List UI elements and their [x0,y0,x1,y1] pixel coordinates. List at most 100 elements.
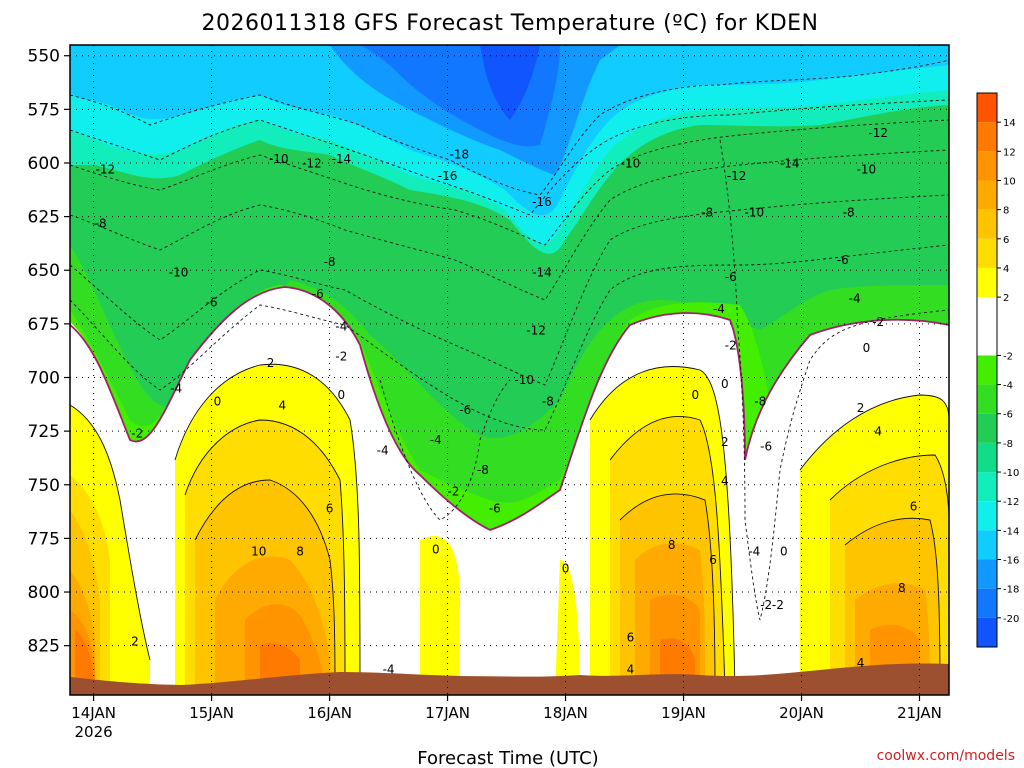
contour-label: -8 [95,216,107,230]
colorbar-swatch [977,151,997,181]
colorbar-label: -12 [1003,497,1019,508]
contour-label: 4 [627,663,635,677]
x-tick-sublabel: 2026 [75,723,113,741]
colorbar-label: -18 [1003,585,1019,596]
dashed-contours [70,59,949,621]
colorbar-swatch [977,209,997,239]
contour-label: -2 [335,349,347,363]
contour-label: -8 [701,206,713,220]
colorbar: 14 12 10 8 6 4 2 -2 -4 -6 -8 -10 -12 -14 -16 -18 -20 [976,92,1019,648]
contour-label: -12 [727,169,747,183]
contour-label: -4 [170,382,182,396]
contour-label: 2 [267,356,275,370]
y-tick-label: 775 [28,529,60,549]
contour-label: -8 [843,206,855,220]
contour-label: -6 [312,287,324,301]
colorbar-label: 10 [1003,176,1016,187]
plot-frame [69,44,950,696]
colorbar-label: 6 [1003,235,1009,246]
colorbar-label: -2 [1003,351,1013,362]
colorbar-swatch [977,180,997,210]
colorbar-swatch [977,413,997,443]
ground-surface [70,663,949,695]
contour-label: 8 [296,545,304,559]
contour-label: -4 [748,545,760,559]
colorbar-swatch [977,384,997,414]
y-tick-label: 675 [28,315,60,335]
colorbar-swatch [977,238,997,268]
x-tick-label: 18JAN [543,704,588,722]
contour-label: -2 [725,339,737,353]
contour-label: -12 [526,324,546,338]
colorbar-label: -16 [1003,556,1019,567]
contour-label: -4 [377,444,389,458]
colorbar-label: -14 [1003,526,1019,537]
colorbar-label: 12 [1003,147,1016,158]
contour-label: -12 [302,156,322,170]
contour-label: -4 [383,663,395,677]
y-tick-label: 725 [28,422,60,442]
contour-label: 0 [692,388,700,402]
colorbar-label: -6 [1003,410,1013,421]
contour-label: -8 [477,463,489,477]
y-tick-label: 700 [28,369,60,389]
y-tick-label: 800 [28,583,60,603]
y-tick-label: 575 [28,100,60,120]
y-tick-label: 750 [28,476,60,496]
contour-label: 6 [709,553,717,567]
contour-label: -8 [754,394,766,408]
colorbar-swatch [977,93,997,123]
contour-label: 0 [338,388,346,402]
grid-lines [70,45,949,695]
credit-text: coolwx.com/models [877,748,1015,764]
contour-label: -4 [430,433,442,447]
colorbar-label: 2 [1003,293,1009,304]
contour-label: -14 [532,266,552,280]
contour-label: -6 [725,270,737,284]
y-tick-label: 550 [28,47,60,67]
contour-label: -4 [335,319,347,333]
colorbar-swatch [977,355,997,385]
x-tick-label: 19JAN [661,704,706,722]
colorbar-swatch [977,588,997,618]
x-tick-label: 21JAN [897,704,942,722]
contour-label: 2 [721,435,729,449]
contour-label: 4 [857,656,865,670]
contour-label: -4 [849,291,861,305]
contour-label: -4 [713,302,725,316]
x-tick-label: 16JAN [307,704,352,722]
y-tick-label: 650 [28,261,60,281]
contour-label: -10 [269,152,289,166]
contour-label: -12 [96,163,116,177]
y-tick-label: 825 [28,637,60,657]
contour-label: 10 [251,545,266,559]
contour-label: 6 [326,502,334,516]
colorbar-label: 4 [1003,264,1009,275]
colorbar-frame [976,92,998,648]
contour-label: -6 [760,439,772,453]
colorbar-label: -8 [1003,439,1013,450]
contour-label: -10 [169,266,189,280]
y-tick-label: 600 [28,154,60,174]
contour-label: 0 [562,562,570,576]
colorbar-swatch [977,442,997,473]
contour-label: -6 [837,253,849,267]
contour-label: -6 [206,296,218,310]
colorbar-swatch [977,267,997,298]
contour-label: 6 [627,630,635,644]
contour-label: -18 [450,148,470,162]
contour-label: -2 [447,484,459,498]
colorbar-swatch [977,617,997,647]
x-tick-label: 17JAN [425,704,470,722]
contour-label: -10 [514,373,534,387]
contour-label: -6 [489,502,501,516]
colorbar-swatch [977,297,997,356]
colorbar-label: -4 [1003,381,1013,392]
colorbar-label: 8 [1003,206,1009,217]
contour-label: -10 [745,206,765,220]
contour-label: 2 [131,635,139,649]
contour-label: -14 [780,156,800,170]
contour-label: -8 [542,394,554,408]
